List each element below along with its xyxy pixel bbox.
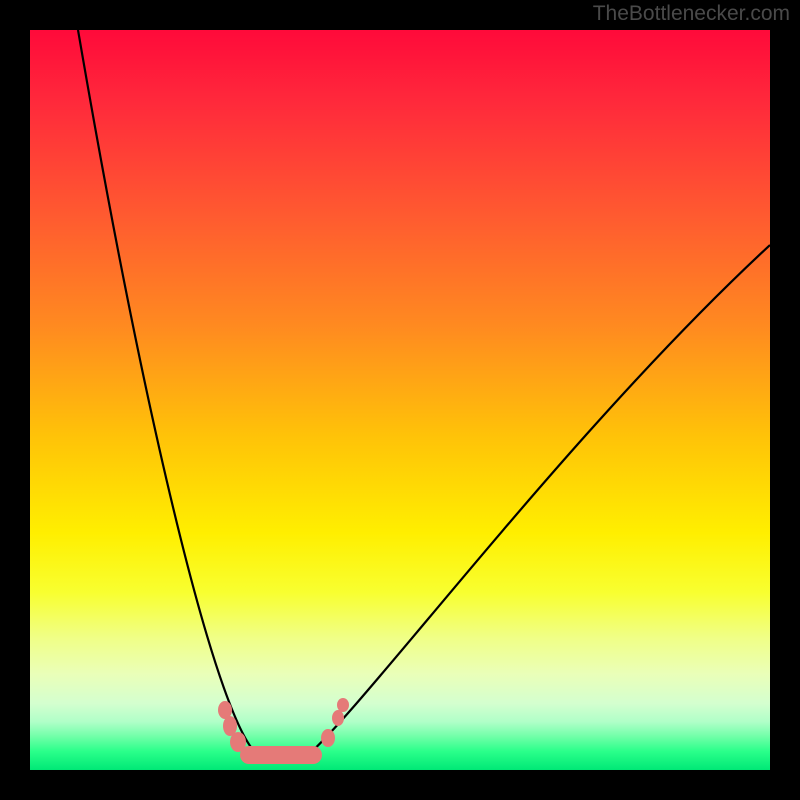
valley-bead: [321, 729, 335, 747]
valley-bead: [337, 698, 349, 712]
valley-bead: [332, 710, 344, 726]
valley-capsule: [240, 746, 322, 764]
bottleneck-chart: [0, 0, 800, 800]
gradient-background: [30, 30, 770, 770]
watermark-text: TheBottlenecker.com: [593, 2, 790, 26]
